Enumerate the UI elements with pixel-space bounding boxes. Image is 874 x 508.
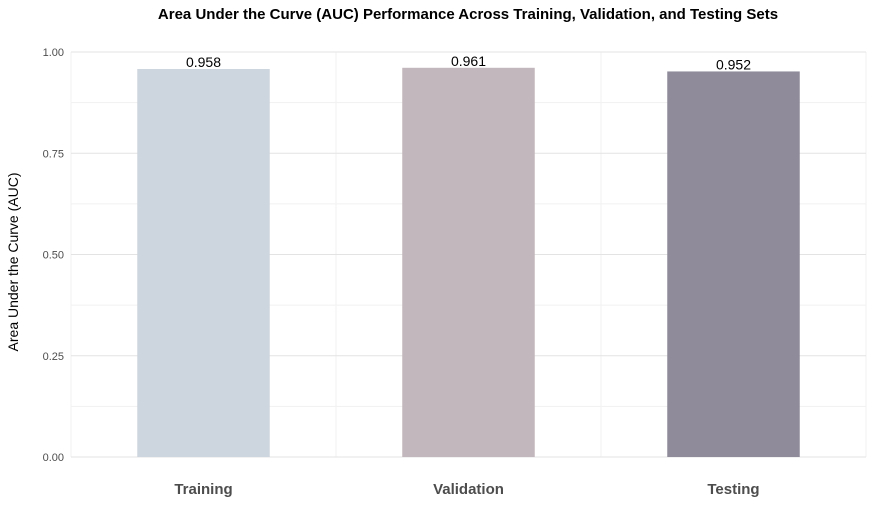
x-tick-label-validation: Validation — [433, 481, 504, 498]
data-labels: 0.958 0.961 0.952 — [186, 53, 751, 73]
y-tick-label: 0.25 — [43, 351, 64, 363]
data-label-validation: 0.961 — [451, 53, 486, 69]
y-tick-label: 0.50 — [43, 250, 64, 262]
bar-validation — [402, 67, 535, 458]
bar-training — [137, 69, 270, 457]
y-tick-label: 1.00 — [43, 47, 64, 59]
x-tick-label-training: Training — [174, 481, 232, 498]
x-tick-label-testing: Testing — [707, 481, 759, 498]
bars — [137, 67, 800, 458]
data-label-testing: 0.952 — [716, 56, 751, 72]
bar-testing — [667, 71, 800, 457]
y-tick-label: 0.75 — [43, 148, 64, 160]
data-label-training: 0.958 — [186, 54, 221, 70]
y-axis-ticks: 0.00 0.25 0.50 0.75 1.00 — [43, 47, 64, 464]
x-axis-ticks: Training Validation Testing — [174, 481, 759, 498]
y-axis-label: Area Under the Curve (AUC) — [5, 173, 21, 352]
chart-title: Area Under the Curve (AUC) Performance A… — [158, 6, 778, 23]
y-tick-label: 0.00 — [43, 452, 64, 464]
